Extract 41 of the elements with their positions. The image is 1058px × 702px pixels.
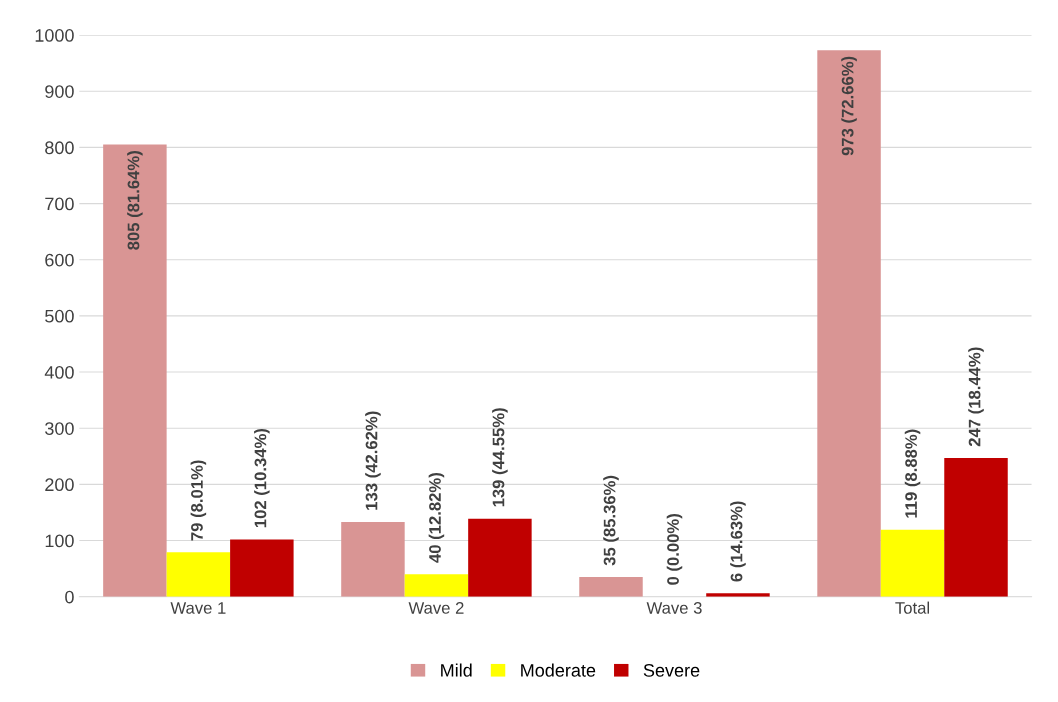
bar	[341, 522, 405, 597]
data-label: 102 (10.34%)	[254, 428, 270, 528]
x-tick-label: Wave 3	[646, 602, 702, 614]
data-label: 79 (8.01%)	[190, 460, 207, 541]
data-label: 247 (18.44%)	[968, 347, 984, 447]
y-tick-label: 900	[45, 85, 74, 98]
data-label: 119 (8.88%)	[904, 429, 921, 518]
y-tick-label: 100	[45, 534, 74, 548]
bar	[468, 518, 532, 597]
bar	[103, 144, 167, 597]
y-tick-label: 1000	[35, 29, 74, 42]
bar	[166, 552, 231, 597]
data-label: 40 (12.82%)	[428, 473, 445, 563]
legend-label: Severe	[643, 663, 700, 677]
data-label: 35 (85.36%)	[603, 475, 619, 566]
bar	[579, 577, 643, 597]
bar	[230, 539, 294, 597]
data-label: 805 (81.64%)	[127, 151, 143, 250]
bar	[944, 457, 1008, 597]
y-tick-label: 300	[45, 422, 74, 435]
bar	[706, 593, 770, 597]
bar	[817, 50, 881, 597]
x-tick-label: Wave 1	[170, 602, 226, 614]
data-label: 133 (42.62%)	[365, 411, 381, 510]
x-tick-label: Wave 2	[408, 602, 464, 614]
y-tick-label: 400	[44, 365, 74, 379]
data-label: 139 (44.55%)	[492, 408, 508, 507]
legend-label: Mild	[441, 663, 472, 677]
y-tick-label: 800	[45, 141, 74, 155]
legend-label: Moderate	[521, 663, 596, 677]
y-tick-label: 700	[45, 197, 74, 211]
bar	[404, 574, 469, 597]
data-label: 6 (14.63%)	[730, 501, 746, 582]
data-label: 0 (0.00%)	[666, 514, 683, 585]
y-tick-label: 0	[65, 590, 74, 604]
y-tick-label: 200	[45, 478, 74, 492]
data-label: 973 (72.66%)	[841, 56, 857, 156]
y-tick-label: 600	[45, 253, 74, 267]
y-tick-label: 500	[45, 309, 74, 323]
x-tick-label: Total	[895, 601, 930, 614]
bar	[880, 529, 945, 597]
